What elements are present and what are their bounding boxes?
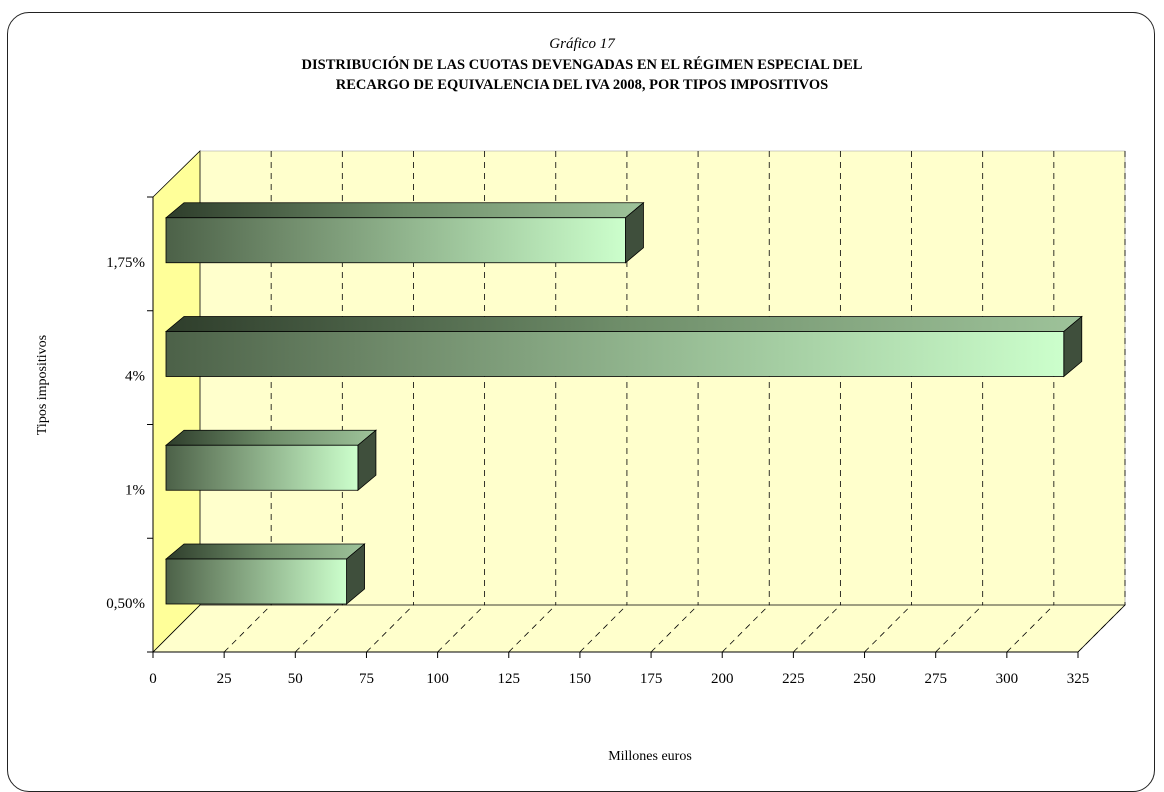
- y-tick-label: 1,75%: [106, 255, 145, 271]
- bar-front-face: [165, 558, 347, 605]
- x-tick-label: 125: [498, 671, 521, 687]
- floor-gridline: [721, 604, 770, 653]
- x-tick-label: 150: [569, 671, 592, 687]
- x-tick-label: 250: [853, 671, 876, 687]
- x-axis-title: Millones euros: [608, 749, 692, 764]
- x-tick-label: 175: [640, 671, 663, 687]
- back-wall: [200, 151, 1125, 605]
- x-tick-label: 225: [782, 671, 805, 687]
- x-tick-label: 300: [996, 671, 1019, 687]
- x-tick-label: 50: [288, 671, 303, 687]
- floor-gridline: [650, 604, 699, 653]
- floor: [152, 604, 1126, 653]
- x-tick-label: 275: [924, 671, 947, 687]
- bar-4%: [164, 315, 1083, 378]
- floor-gridline: [437, 604, 485, 653]
- y-tick-label: 4%: [125, 369, 145, 385]
- chart-title-line-1: DISTRIBUCIÓN DE LAS CUOTAS DEVENGADAS EN…: [301, 57, 863, 73]
- floor-gridline: [1006, 604, 1055, 653]
- floor-gridline: [508, 604, 557, 653]
- x-tick-label: 100: [426, 671, 449, 687]
- y-axis-title: Tipos impositivos: [35, 335, 50, 435]
- floor-gridline: [579, 604, 628, 653]
- axis-labels: 0 25 50 75 100 125 150 175 200 225 250 275 300 325 0,5…: [35, 255, 1089, 764]
- floor-gridline: [793, 604, 841, 653]
- bar-front-face: [165, 217, 626, 264]
- floor-gridline: [366, 604, 414, 653]
- x-tick-label: 200: [711, 671, 734, 687]
- plot-walls: [152, 150, 1126, 653]
- x-tick-label: 325: [1067, 671, 1090, 687]
- floor-gridline: [864, 604, 912, 653]
- gridlines: [223, 151, 1126, 653]
- floor-gridline: [295, 604, 343, 653]
- x-tick-label: 75: [359, 671, 374, 687]
- y-tick-label: 0,50%: [106, 596, 145, 612]
- bar-1%: [164, 429, 378, 492]
- bar-front-face: [165, 444, 359, 491]
- floor-gridline: [935, 604, 983, 653]
- bars: [164, 201, 1083, 605]
- y-tick-label: 1%: [125, 482, 145, 498]
- bar-0,50%: [164, 543, 366, 605]
- floor-gridline: [223, 604, 272, 653]
- axes: [147, 196, 1079, 658]
- chart-title-line-2: RECARGO DE EQUIVALENCIA DEL IVA 2008, PO…: [335, 77, 829, 93]
- bar-1,75%: [164, 201, 645, 264]
- x-tick-label: 25: [217, 671, 232, 687]
- bar-front-face: [165, 331, 1065, 377]
- bar-top-face: [164, 202, 645, 219]
- chart-caption: Gráfico 17: [549, 36, 615, 52]
- bar-top-face: [164, 429, 378, 446]
- floor-gridline: [1077, 604, 1126, 653]
- bar-top-face: [164, 316, 1083, 332]
- x-tick-label: 0: [149, 671, 157, 687]
- bar-top-face: [164, 543, 366, 560]
